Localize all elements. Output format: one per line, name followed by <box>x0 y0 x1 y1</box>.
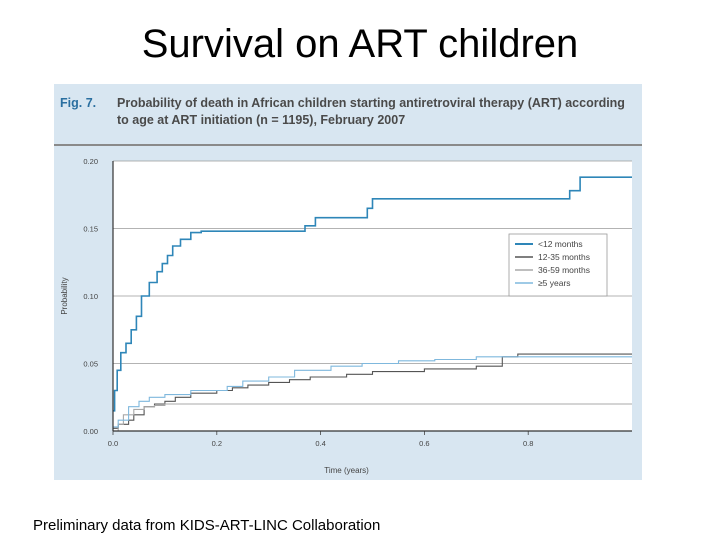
series-line <box>113 176 632 412</box>
x-axis-title: Time (years) <box>324 466 369 475</box>
x-tick-label: 0.2 <box>212 439 222 448</box>
figure-caption: Probability of death in African children… <box>117 96 625 127</box>
legend-label: 36-59 months <box>538 265 590 275</box>
legend-label: ≥5 years <box>538 278 571 288</box>
y-tick-label: 0.10 <box>83 292 98 301</box>
legend-label: <12 months <box>538 239 583 249</box>
x-tick-label: 0.4 <box>315 439 325 448</box>
figure-divider <box>54 144 642 146</box>
y-tick-label: 0.00 <box>83 427 98 436</box>
series-line <box>113 356 632 428</box>
figure-panel: Fig. 7. Probability of death in African … <box>54 84 642 480</box>
y-tick-label: 0.05 <box>83 360 98 369</box>
legend-label: 12-35 months <box>538 252 590 262</box>
figure-label: Fig. 7. <box>60 96 97 110</box>
y-tick-label: 0.20 <box>83 157 98 166</box>
x-tick-label: 0.6 <box>419 439 429 448</box>
series-line <box>113 403 632 432</box>
x-tick-label: 0.8 <box>523 439 533 448</box>
slide-title: Survival on ART children <box>141 22 579 66</box>
survival-chart: 0.00 0.05 0.10 0.15 0.20 0.0 0.2 0.4 0.6 0.8 Time … <box>60 157 632 475</box>
x-tick-label: 0.0 <box>108 439 118 448</box>
y-axis-title: Probability <box>60 277 69 314</box>
series-line <box>113 353 632 429</box>
slide-footnote: Preliminary data from KIDS-ART-LINC Coll… <box>33 517 381 534</box>
y-tick-label: 0.15 <box>83 225 98 234</box>
